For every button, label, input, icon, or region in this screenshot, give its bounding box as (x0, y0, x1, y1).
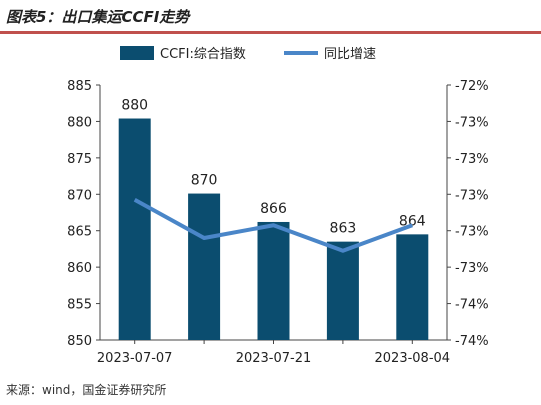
bar (396, 234, 429, 340)
y-tick-label-left: 870 (67, 188, 92, 203)
figure-title: 图表5：出口集运CCFI走势 (6, 8, 190, 26)
legend-label-bar: CCFI:综合指数 (160, 47, 246, 62)
data-label: 870 (191, 173, 218, 189)
legend-label-line: 同比增速 (324, 47, 376, 62)
y-tick-label-right: -73% (455, 152, 489, 167)
y-tick-label-right: -73% (455, 225, 489, 240)
x-tick-label: 2023-07-21 (236, 351, 312, 366)
x-tick-label: 2023-07-07 (97, 351, 173, 366)
y-tick-label-right: -74% (455, 298, 489, 313)
y-tick-label-right: -72% (455, 79, 489, 94)
bar (118, 118, 151, 340)
data-label: 864 (399, 213, 426, 229)
y-tick-label-left: 855 (67, 298, 92, 313)
y-tick-label-right: -73% (455, 261, 489, 276)
y-tick-label-right: -73% (455, 188, 489, 203)
y-tick-label-left: 860 (67, 261, 92, 276)
y-tick-label-left: 875 (67, 152, 92, 167)
data-label: 866 (260, 201, 287, 217)
source-note: 来源：wind，国金证券研究所 (6, 383, 167, 397)
bar (257, 221, 290, 340)
y-tick-label-left: 885 (67, 79, 92, 94)
data-label: 880 (121, 98, 148, 114)
y-tick-label-left: 865 (67, 225, 92, 240)
title-rule (0, 31, 541, 34)
y-tick-label-right: -74% (455, 334, 489, 349)
bar (188, 193, 221, 340)
y-tick-label-right: -73% (455, 115, 489, 130)
y-tick-label-left: 880 (67, 115, 92, 130)
y-tick-label-left: 850 (67, 334, 92, 349)
data-label: 863 (330, 221, 357, 237)
legend-swatch-bar (120, 46, 154, 60)
bar (326, 241, 359, 340)
x-tick-label: 2023-08-04 (375, 351, 451, 366)
